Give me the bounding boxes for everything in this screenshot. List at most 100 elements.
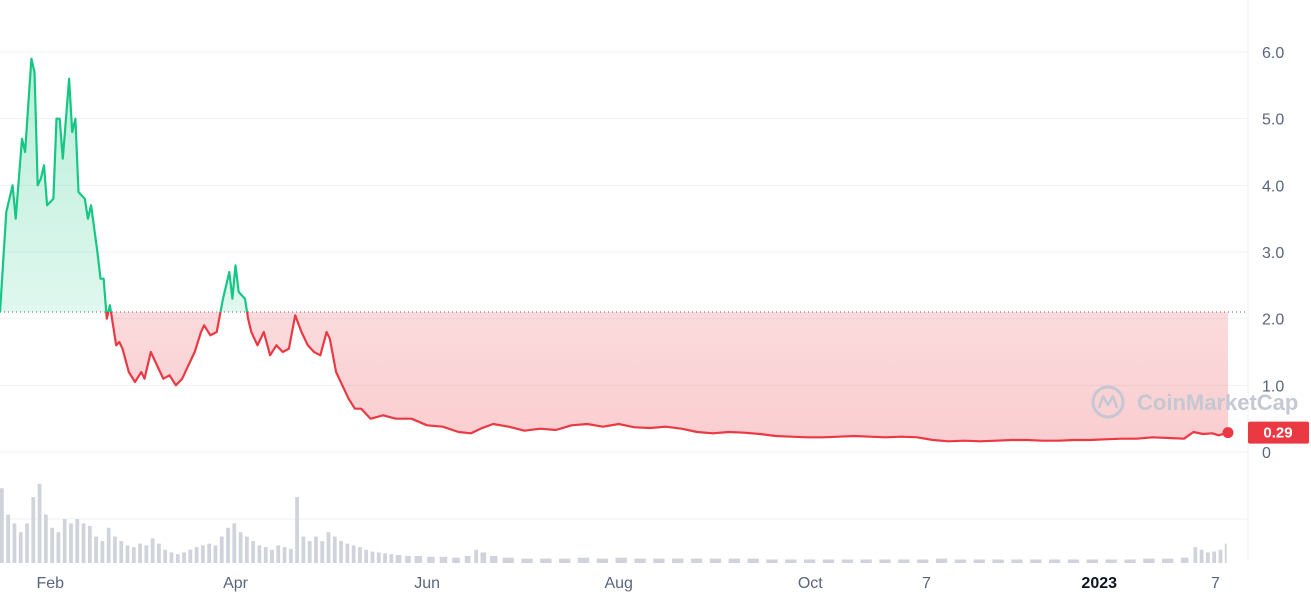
volume-bar (213, 545, 218, 563)
x-tick-label: Oct (798, 575, 823, 592)
volume-bar (1048, 559, 1061, 563)
volume-bar (56, 532, 61, 563)
volume-bar (351, 545, 356, 563)
volume-bar (521, 558, 533, 563)
volume-bar (339, 541, 343, 563)
watermark-text: CoinMarketCap (1137, 390, 1298, 415)
x-axis-ticks: Feb Apr Jun Aug Oct 7 2023 7 (36, 575, 1220, 592)
volume-bar (62, 519, 67, 563)
volume-bar (672, 558, 684, 563)
volume-bar (119, 541, 124, 563)
volume-bar (1086, 559, 1098, 563)
volume-bar (860, 559, 872, 563)
x-tick-label: Aug (604, 575, 632, 592)
volume-bar (326, 532, 331, 563)
y-tick-label: 6.0 (1262, 45, 1284, 62)
current-price-badge: 0.29 (1248, 421, 1309, 444)
volume-bar (12, 523, 17, 563)
volume-bar (182, 552, 186, 563)
volume-bar (226, 527, 230, 563)
volume-bar (1011, 559, 1023, 563)
volume-bar (125, 545, 130, 563)
x-tick-label: Jun (414, 575, 440, 592)
volume-bar (1124, 559, 1136, 563)
volume-bar (81, 523, 86, 563)
volume-bar (917, 559, 929, 563)
volume-bar (175, 554, 180, 563)
volume-bar (653, 558, 665, 563)
volume-bar (1199, 549, 1204, 563)
volume-bar (898, 559, 910, 563)
volume-bar (489, 555, 498, 563)
volume-bar (502, 557, 514, 563)
volume-bar (1162, 558, 1174, 563)
volume-bar (144, 545, 149, 563)
volume-bar (263, 547, 268, 563)
volume-bar (157, 543, 161, 563)
volume-bar (244, 536, 249, 563)
volume-bar (301, 536, 306, 563)
volume-bar (1030, 559, 1042, 563)
volume-bar (1193, 547, 1198, 563)
y-tick-label: 0 (1262, 445, 1271, 462)
volume-bar (131, 547, 136, 563)
volume-bar (383, 553, 387, 563)
volume-bar (276, 545, 281, 563)
volume-bar (307, 541, 312, 563)
volume-bar (138, 543, 142, 563)
current-price-dot (1222, 427, 1234, 439)
price-line-below-baseline (0, 312, 1229, 443)
y-tick-label: 1.0 (1262, 378, 1284, 395)
volume-bar (6, 514, 11, 563)
x-tick-label: Feb (36, 575, 64, 592)
volume-bar (474, 549, 479, 563)
volume-bar (596, 558, 609, 563)
y-tick-label: 2.0 (1262, 312, 1284, 329)
y-tick-label: 5.0 (1262, 112, 1284, 129)
volume-bar (257, 545, 262, 563)
volume-bar (992, 559, 1004, 563)
x-tick-label: Apr (223, 575, 249, 592)
volume-bar (822, 559, 835, 563)
volume-bar (207, 543, 212, 563)
volume-bar (452, 557, 460, 563)
volume-bar (31, 497, 36, 563)
volume-bar (427, 556, 435, 563)
volume-bar (370, 551, 375, 563)
volume-bar (615, 557, 627, 563)
volume-bar (188, 549, 193, 563)
volume-bar (320, 541, 325, 563)
volume-bar (540, 558, 552, 563)
volume-bar (1206, 552, 1210, 563)
volume-bar (414, 555, 423, 563)
volume-bar (1180, 557, 1189, 563)
volume-bar (709, 558, 722, 563)
volume-bars (0, 483, 1227, 563)
volume-bar (804, 559, 816, 563)
coinmarketcap-watermark: CoinMarketCap (1091, 385, 1298, 419)
volume-bar (1212, 551, 1217, 563)
volume-bar (1105, 559, 1117, 563)
volume-bar (766, 559, 778, 563)
volume-bar (106, 527, 111, 563)
volume-bar (405, 555, 411, 563)
volume-bar (113, 536, 117, 563)
volume-bar (389, 554, 394, 563)
x-tick-label: 2023 (1081, 575, 1117, 592)
volume-bar (25, 523, 29, 563)
volume-bar (439, 556, 448, 563)
volume-bar (345, 543, 350, 563)
volume-bar (270, 549, 274, 563)
volume-bar (75, 519, 80, 563)
volume-bar (282, 547, 287, 563)
volume-bar (973, 559, 985, 563)
area-fill-below-baseline (0, 312, 1228, 442)
volume-bar (935, 558, 948, 563)
volume-bar (18, 532, 23, 563)
volume-bar (1218, 549, 1223, 563)
volume-bar (100, 541, 105, 563)
volume-bar (1143, 558, 1155, 563)
volume-bar (251, 541, 256, 563)
y-tick-label: 4.0 (1262, 178, 1284, 195)
